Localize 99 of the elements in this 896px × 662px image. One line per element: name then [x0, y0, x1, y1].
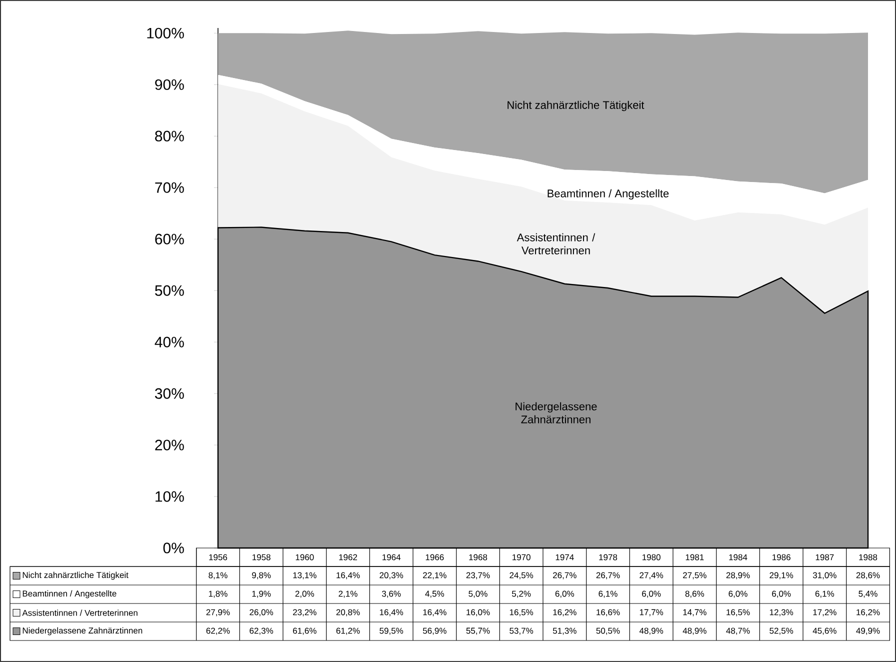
- data-label: 59,5%: [380, 628, 404, 635]
- x-tick-label: 1956: [209, 554, 228, 560]
- data-label: 52,5%: [770, 628, 794, 635]
- data-label: 28,6%: [856, 572, 880, 580]
- data-label: 9,8%: [252, 572, 271, 580]
- data-label: 29,1%: [770, 572, 794, 580]
- y-tick-label: 90%: [155, 79, 184, 90]
- data-label: 24,5%: [510, 572, 534, 580]
- x-tick-label: 1964: [382, 554, 401, 560]
- y-tick-label: 30%: [155, 388, 184, 399]
- data-label: 5,2%: [512, 590, 531, 598]
- x-tick-label: 1986: [772, 554, 790, 560]
- data-label: 12,3%: [770, 609, 794, 616]
- annotation: Beamtinnen / Angestellte: [548, 189, 669, 200]
- data-label: 48,7%: [726, 628, 750, 635]
- data-label: 61,2%: [336, 628, 360, 635]
- y-tick-label: 0%: [163, 542, 184, 554]
- x-tick-label: 1966: [426, 554, 444, 560]
- data-label: 26,7%: [553, 572, 576, 580]
- x-tick-label: 1960: [296, 554, 314, 560]
- y-tick-label: 70%: [155, 182, 184, 193]
- x-tick-label: 1968: [469, 554, 488, 560]
- legend-label: Beamtinnen / Angestellte: [22, 590, 116, 598]
- data-label: 48,9%: [682, 628, 706, 635]
- data-label: 2,0%: [295, 590, 314, 598]
- data-label: 27,5%: [683, 572, 706, 580]
- data-label: 55,7%: [466, 628, 490, 635]
- data-label: 17,7%: [640, 609, 664, 616]
- data-label: 16,5%: [726, 609, 750, 616]
- data-label: 22,1%: [423, 572, 446, 580]
- legend-label: Nicht zahnärztliche Tätigkeit: [22, 572, 128, 580]
- data-label: 28,9%: [726, 572, 750, 580]
- data-label: 16,0%: [466, 609, 490, 616]
- data-label: 16,4%: [380, 609, 404, 616]
- data-label: 26,7%: [596, 572, 620, 580]
- data-label: 16,4%: [336, 572, 360, 580]
- data-label: 23,2%: [293, 609, 316, 616]
- data-label: 62,2%: [206, 628, 230, 635]
- x-tick-label: 1987: [816, 554, 834, 560]
- data-label: 17,2%: [813, 609, 836, 616]
- data-label: 27,9%: [206, 609, 230, 616]
- data-label: 8,1%: [208, 572, 228, 580]
- data-label: 23,7%: [466, 572, 490, 580]
- data-label: 61,6%: [293, 628, 316, 635]
- x-tick-label: 1978: [599, 554, 618, 560]
- y-tick-label: 60%: [155, 234, 184, 244]
- data-label: 16,2%: [553, 609, 576, 616]
- data-label: 13,1%: [293, 572, 316, 580]
- x-tick-label: 1988: [859, 554, 878, 560]
- data-label: 48,9%: [639, 628, 664, 635]
- annotation: Assistentinnen / Vertreterinnen: [516, 233, 596, 254]
- x-tick-label: 1984: [729, 554, 748, 560]
- data-label: 6,0%: [728, 590, 748, 598]
- data-label: 16,4%: [423, 609, 446, 616]
- data-label: 20,8%: [336, 609, 360, 616]
- y-tick-label: 10%: [156, 491, 184, 502]
- y-tick-label: 50%: [155, 285, 184, 296]
- data-label: 1,8%: [208, 590, 228, 598]
- x-tick-label: 1970: [512, 554, 530, 560]
- y-tick-label: 100%: [147, 28, 184, 38]
- data-label: 5,4%: [858, 590, 878, 598]
- data-label: 16,5%: [510, 609, 534, 616]
- data-label: 6,1%: [815, 590, 834, 598]
- data-label: 26,0%: [250, 609, 274, 616]
- x-tick-label: 1981: [686, 554, 704, 560]
- x-tick-label: 1962: [339, 554, 358, 560]
- data-label: 8,6%: [685, 590, 704, 598]
- y-tick-label: 20%: [155, 440, 184, 450]
- data-label: 45,6%: [812, 628, 836, 635]
- legend-label: Assistentinnen / Vertreterinnen: [22, 610, 138, 616]
- data-label: 6,0%: [772, 590, 791, 598]
- x-tick-label: 1974: [556, 554, 574, 560]
- data-label: 31,0%: [812, 572, 836, 580]
- data-label: 4,5%: [425, 590, 444, 598]
- data-label: 6,0%: [555, 590, 574, 598]
- data-label: 51,3%: [552, 628, 576, 635]
- data-label: 16,2%: [856, 609, 880, 616]
- data-label: 62,3%: [250, 628, 274, 635]
- data-label: 5,0%: [468, 590, 488, 598]
- y-tick-label: 80%: [155, 130, 184, 142]
- data-label: 56,9%: [422, 628, 446, 635]
- data-label: 6,0%: [642, 590, 661, 598]
- data-label: 50,5%: [596, 628, 620, 635]
- legend-label: Niedergelassene Zahnärztinnen: [22, 627, 142, 636]
- data-label: 3,6%: [382, 590, 401, 598]
- data-label: 16,6%: [596, 609, 620, 616]
- data-label: 2,1%: [338, 590, 358, 598]
- y-tick-label: 40%: [154, 336, 184, 348]
- annotation: Nicht zahnärztliche Tätigkeit: [508, 100, 644, 112]
- x-tick-label: 1958: [252, 554, 270, 560]
- data-label: 14,7%: [683, 609, 706, 616]
- x-tick-label: 1980: [642, 554, 660, 560]
- data-label: 20,3%: [380, 572, 404, 580]
- data-label: 1,9%: [252, 590, 271, 598]
- data-label: 27,4%: [640, 572, 664, 580]
- data-label: 49,9%: [856, 628, 880, 635]
- data-label: 53,7%: [510, 628, 534, 635]
- annotation: Niedergelassene Zahnärztinnen: [516, 402, 597, 424]
- data-label: 6,1%: [598, 590, 618, 598]
